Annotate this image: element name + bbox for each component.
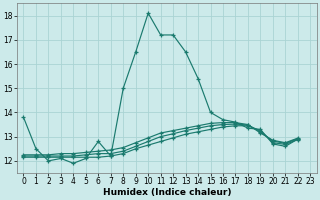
X-axis label: Humidex (Indice chaleur): Humidex (Indice chaleur): [103, 188, 231, 197]
